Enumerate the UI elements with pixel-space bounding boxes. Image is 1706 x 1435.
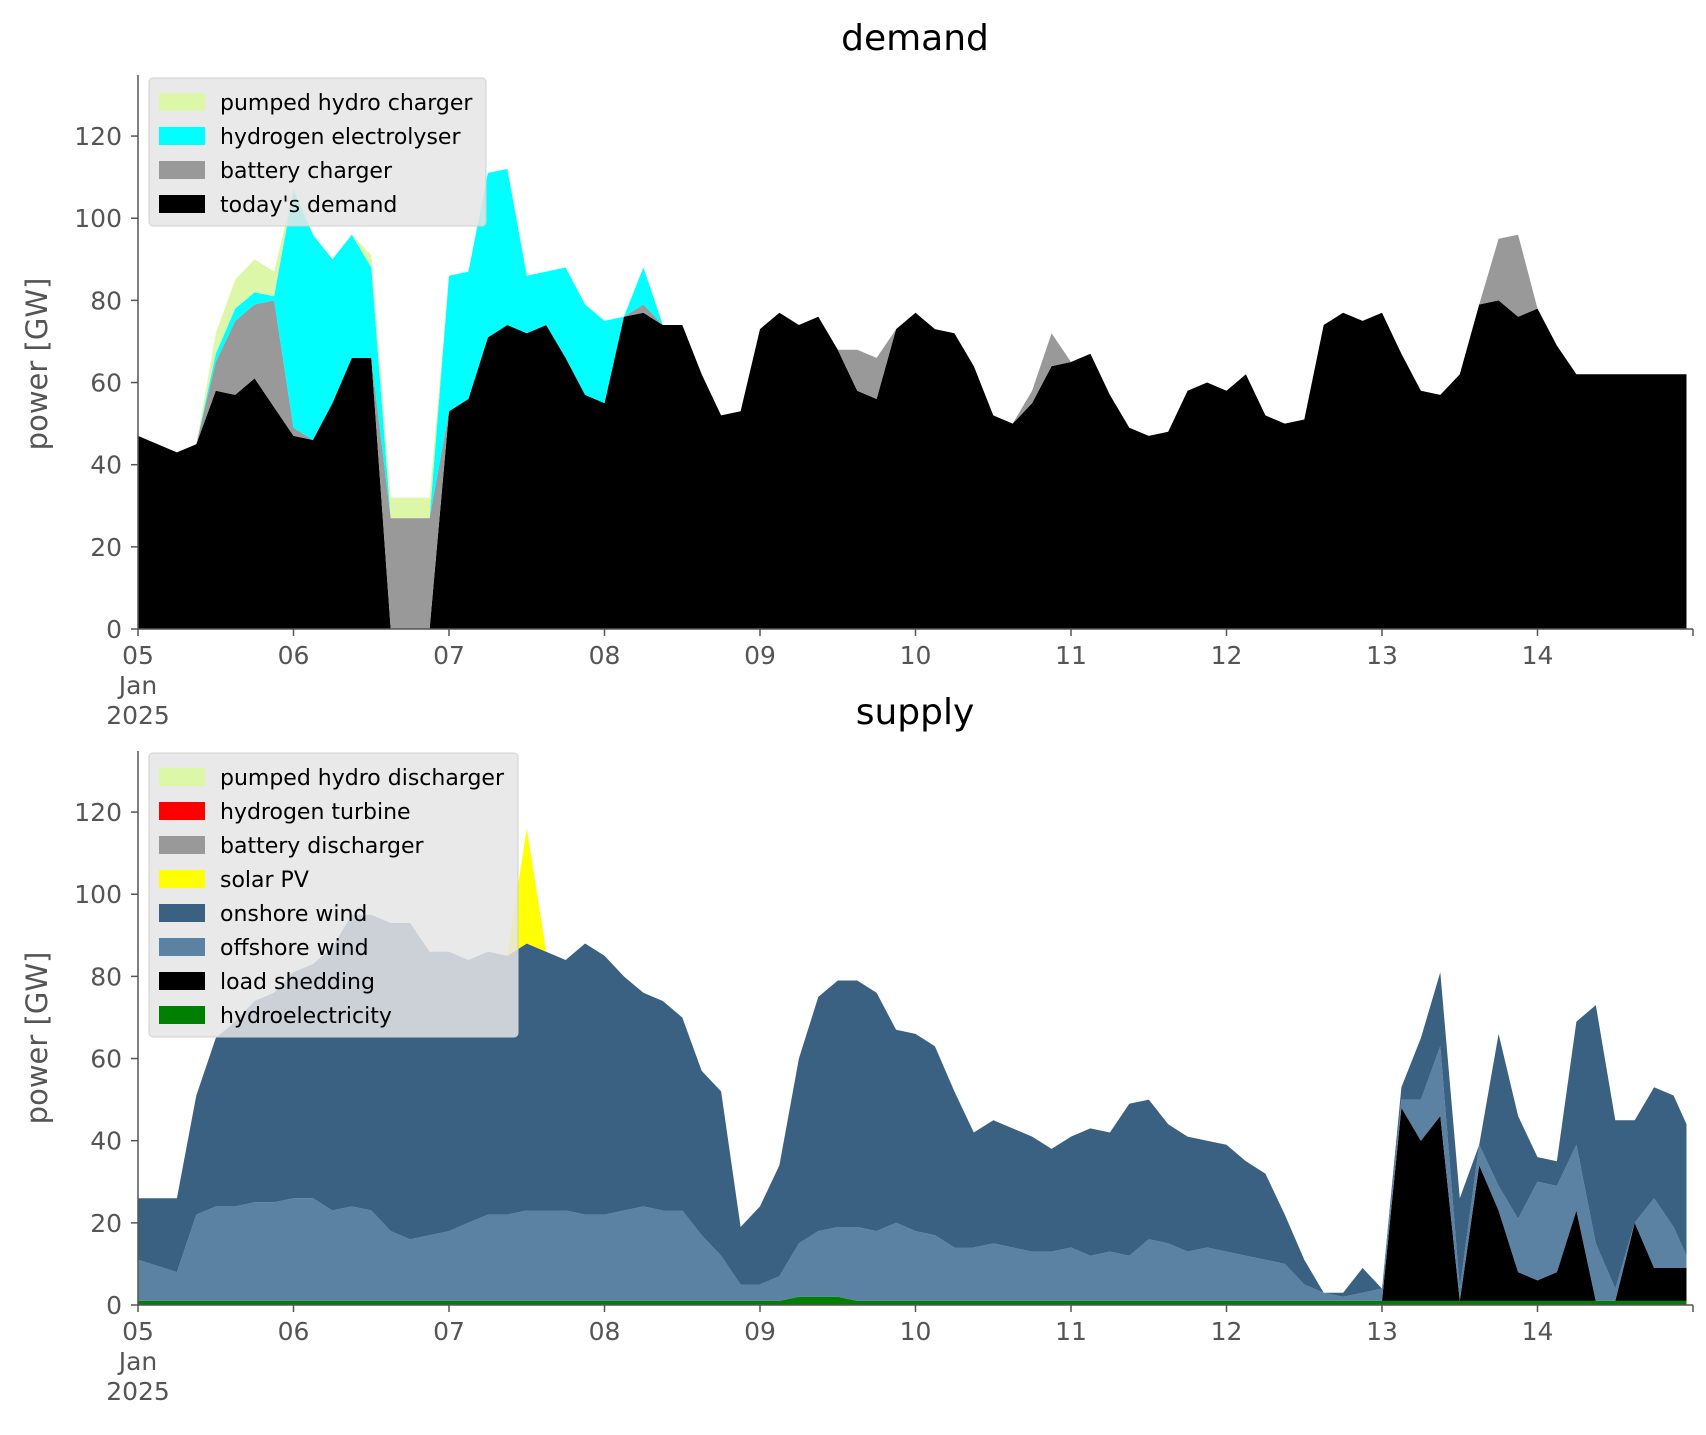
area-onshore-wind [138,914,1687,1297]
legend-swatch [159,161,205,179]
x-tick-label: 10 [900,641,932,670]
x-tick-label: 12 [1211,1317,1243,1346]
x-tick-label: 05 Jan 2025 [106,641,170,730]
y-tick-label: 80 [90,286,122,315]
x-tick-label: 12 [1211,641,1243,670]
legend-box [148,77,487,227]
supply-plot: 0 20 40 60 80 100 120 05 Jan 2025 06 07 08 09 10 11 12 13… [74,751,1694,1406]
legend-swatch [159,93,205,111]
legend-label: battery discharger [220,834,425,859]
y-tick-label: 80 [90,962,122,991]
x-tick-label: 10 [900,1317,932,1346]
supply-ylabel: power [GW] [20,952,54,1125]
legend-swatch [159,127,205,145]
y-tick-label: 20 [90,533,122,562]
x-tick-label: 06 [278,1317,310,1346]
y-tick-label: 40 [90,451,122,480]
x-tick-label: 13 [1366,641,1398,670]
y-tick-label: 100 [74,880,122,909]
legend-label: solar PV [220,868,309,893]
y-tick-label: 40 [90,1127,122,1156]
y-tick-label: 120 [74,798,122,827]
legend-box [148,752,519,1038]
legend-label: today's demand [220,193,397,218]
area-offshore-wind [138,1046,1687,1301]
area-load-shedding [138,1107,1687,1301]
x-tick-label: 11 [1055,1317,1087,1346]
area-solar-pv [138,828,1687,1293]
y-tick-label: 120 [74,122,122,151]
x-tick-label: 14 [1522,641,1554,670]
demand-title: demand [841,18,989,59]
x-tick-label: 06 [278,641,310,670]
legend-label: pumped hydro charger [220,91,473,116]
legend-label: hydrogen electrolyser [220,125,461,150]
legend-swatch [159,1006,205,1024]
y-tick-label: 20 [90,1209,122,1238]
x-tick-label: 13 [1366,1317,1398,1346]
area-today-s-demand [138,300,1687,629]
y-tick-label: 60 [90,1045,122,1074]
y-tick-label: 0 [106,1291,122,1320]
legend-swatch [159,195,205,213]
x-tick-label: 07 [433,1317,465,1346]
legend-label: hydroelectricity [220,1004,392,1029]
legend-label: battery charger [220,159,393,184]
x-tick-label: 14 [1522,1317,1554,1346]
legend-label: load shedding [220,970,375,995]
legend-swatch [159,938,205,956]
legend-swatch [159,972,205,990]
legend-label: offshore wind [220,936,369,961]
demand-ylabel: power [GW] [20,278,54,451]
y-tick-label: 100 [74,204,122,233]
x-tick-label: 08 [589,1317,621,1346]
legend: pumped hydro discharger hydrogen turbine b… [148,752,519,1038]
legend-label: hydrogen turbine [220,800,411,825]
legend: pumped hydro charger hydrogen electrolyse… [148,77,487,227]
supply-title: supply [856,692,975,733]
legend-swatch [159,870,205,888]
x-tick-label: 08 [589,641,621,670]
x-tick-label: 05 Jan 2025 [106,1317,170,1406]
demand-plot: 0 20 40 60 80 100 120 05 Jan 2025 06 07 08 09 10 11 12 13… [74,75,1694,730]
legend-swatch [159,836,205,854]
y-tick-label: 0 [106,615,122,644]
legend-swatch [159,802,205,820]
legend-label: pumped hydro discharger [220,766,505,791]
x-tick-label: 11 [1055,641,1087,670]
legend-label: onshore wind [220,902,367,927]
x-tick-label: 07 [433,641,465,670]
y-tick-label: 60 [90,369,122,398]
legend-swatch [159,904,205,922]
x-tick-label: 09 [744,641,776,670]
x-tick-label: 09 [744,1317,776,1346]
legend-swatch [159,768,205,786]
